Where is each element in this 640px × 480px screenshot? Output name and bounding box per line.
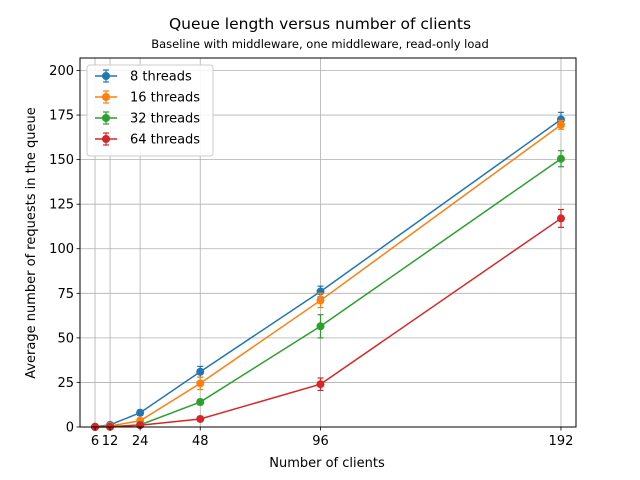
y-axis-label: Average number of requests in the queue (24, 107, 39, 379)
legend-marker (102, 93, 110, 101)
y-tick-label: 50 (57, 331, 74, 346)
legend-marker (102, 114, 110, 122)
y-tick-label: 125 (49, 198, 74, 213)
y-tick-label: 25 (57, 376, 74, 391)
data-point (556, 120, 565, 129)
legend-item: 16 threads (95, 90, 200, 106)
y-tick-label: 0 (66, 421, 74, 436)
series-3 (91, 150, 565, 431)
legend-label: 8 threads (130, 70, 192, 85)
legend: 8 threads 16 threads 32 threads 64 threads (86, 64, 214, 157)
data-point (196, 379, 205, 388)
y-tick-label: 200 (49, 64, 74, 79)
y-tick-label: 150 (49, 153, 74, 168)
data-point (196, 367, 205, 376)
series-line (95, 158, 562, 428)
series-1 (91, 111, 565, 431)
x-tick-label: 6 (91, 434, 99, 449)
legend-item: 32 threads (95, 111, 200, 127)
y-tick-label: 75 (57, 287, 74, 302)
chart-title: Queue length versus number of clients (169, 15, 471, 33)
legend-label: 16 threads (130, 91, 200, 106)
series-line (94, 118, 562, 428)
data-point (196, 414, 205, 423)
axis-ticks: 0 25 50 75 100 125 150 175 200 6 12 24 48 96 192 (49, 64, 573, 449)
series-layer (91, 111, 565, 431)
legend-item: 64 threads (95, 132, 200, 148)
x-axis-label: Number of clients (269, 456, 385, 471)
data-point (136, 408, 145, 417)
data-point (556, 154, 565, 163)
x-tick-label: 12 (102, 434, 119, 449)
x-tick-label: 48 (192, 434, 209, 449)
y-tick-label: 175 (49, 109, 74, 124)
x-tick-label: 96 (312, 434, 329, 449)
legend-label: 64 threads (130, 133, 200, 148)
chart-subtitle: Baseline with middleware, one middleware… (151, 37, 489, 51)
data-point (316, 322, 325, 331)
y-tick-label: 100 (49, 242, 74, 257)
plot-frame (79, 57, 577, 428)
legend-label: 32 threads (130, 112, 200, 127)
data-point (316, 296, 325, 305)
data-point (196, 398, 205, 407)
legend-marker (102, 72, 110, 80)
legend-box (86, 64, 214, 157)
legend-item: 8 threads (95, 69, 192, 85)
data-point (556, 214, 565, 223)
legend-marker (102, 135, 110, 143)
x-tick-label: 192 (549, 434, 574, 449)
x-tick-label: 24 (132, 434, 149, 449)
data-point (316, 380, 325, 389)
